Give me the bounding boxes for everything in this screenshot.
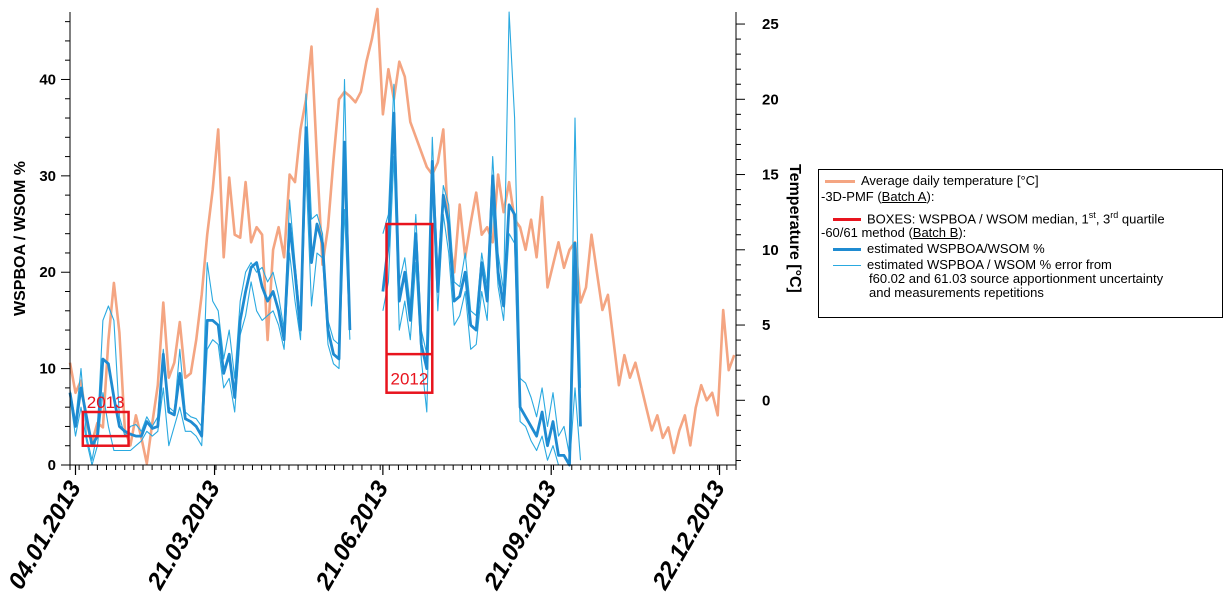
box-layer: 2013 2012 [81, 222, 434, 447]
series-line-3-seg-1 [382, 156, 582, 466]
box-label-2012: 2012 [390, 370, 428, 389]
legend-error-line2: f60.02 and 61.03 source apportionment un… [869, 271, 1164, 286]
label-layer: 0 10 20 30 40 0 5 10 15 20 25 04.01.2013 21.03.2013 2… [3, 16, 803, 595]
y2tick-label-20: 20 [762, 91, 779, 108]
legend: Average daily temperature [°C] -3D-PMF (… [818, 169, 1223, 318]
ytick-label-40: 40 [39, 71, 56, 88]
ytick-label-20: 20 [39, 264, 56, 281]
legend-item-error: estimated WSPBOA / WSOM % error from [833, 258, 1112, 272]
chart: 2013 2012 0 10 20 30 40 0 5 10 15 20 25 04.01.2013 21… [3, 7, 803, 595]
legend-error-line3: and measurements repetitions [869, 285, 1044, 300]
xtick-label-2: 21.06.2013 [310, 476, 394, 595]
legend-swatch-boxes [833, 218, 861, 222]
y-axis-title: WSPBOA / WSOM % [12, 161, 29, 316]
ytick-label-10: 10 [39, 361, 56, 378]
legend-batch-a: Batch A [881, 189, 927, 204]
xtick-label-0: 04.01.2013 [3, 476, 87, 594]
y2tick-label-15: 15 [762, 167, 779, 184]
series-line-0-seg-0 [68, 7, 736, 465]
y2tick-label-25: 25 [762, 16, 779, 33]
y2tick-label-5: 5 [762, 317, 770, 334]
legend-swatch-estimate [833, 248, 861, 252]
axis-layer [61, 12, 745, 475]
xtick-label-1: 21.03.2013 [142, 476, 226, 595]
legend-heading-pmf: -3D-PMF (Batch A): [821, 189, 935, 204]
legend-item-boxes: BOXES: WSPBOA / WSOM median, 1st, 3rd qu… [833, 208, 1165, 226]
ytick-label-30: 30 [39, 168, 56, 185]
xtick-label-3: 21.09.2013 [478, 476, 562, 595]
legend-batch-b: Batch B [912, 225, 959, 240]
box-2012 [385, 222, 434, 394]
series-layer [68, 7, 736, 467]
box-2013 [81, 410, 130, 447]
ytick-label-0: 0 [48, 457, 56, 474]
legend-label-temperature: Average daily temperature [°C] [861, 173, 1039, 188]
y2-axis-title: Temperature [°C] [786, 164, 803, 293]
legend-swatch-temperature [825, 180, 855, 184]
legend-swatch-error [833, 265, 861, 267]
legend-item-estimate: estimated WSPBOA/WSOM % [833, 242, 1045, 256]
y2tick-label-10: 10 [762, 242, 779, 259]
legend-heading-method: -60/61 method (Batch B): [821, 225, 967, 240]
y2tick-label-0: 0 [762, 392, 770, 409]
xtick-label-4: 22.12.2013 [647, 476, 731, 595]
box-label-2013: 2013 [87, 393, 125, 412]
series-line-2-seg-1 [382, 11, 582, 456]
series-line-1-seg-1 [381, 111, 582, 467]
legend-item-temperature: Average daily temperature [°C] [825, 174, 1039, 188]
